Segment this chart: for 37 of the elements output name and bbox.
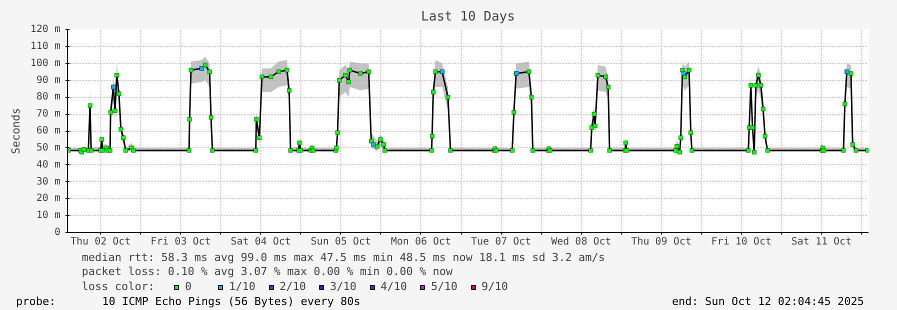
x-tick-label: Sat 04 Oct xyxy=(230,236,291,248)
legend-label: 2/10 xyxy=(280,280,306,293)
y-tick-label: 110 m xyxy=(30,40,61,52)
y-tick-label: 0 xyxy=(54,227,61,238)
x-tick-label: Thu 09 Oct xyxy=(631,236,692,248)
legend-label: 1/10 xyxy=(229,280,256,293)
x-tick-label: Wed 08 Oct xyxy=(551,236,612,248)
legend-label: 4/10 xyxy=(380,280,407,293)
chart-title: Last 10 Days xyxy=(421,10,515,24)
legend-title: loss color: xyxy=(82,280,155,293)
legend-label: 3/10 xyxy=(330,280,356,293)
y-tick-label: 70 m xyxy=(36,108,61,120)
legend-label: 9/10 xyxy=(482,280,508,293)
y-tick-label: 90 m xyxy=(36,74,61,86)
legend-label: 5/10 xyxy=(431,280,458,293)
x-tick-label: Fri 03 Oct xyxy=(150,236,211,248)
y-axis-title: Seconds xyxy=(9,108,22,154)
x-tick-label: Sun 05 Oct xyxy=(310,236,372,248)
y-tick-label: 20 m xyxy=(36,193,61,204)
y-tick-label: 80 m xyxy=(36,92,61,103)
y-tick-label: 10 m xyxy=(36,210,61,222)
x-tick-label: Mon 06 Oct xyxy=(390,236,452,248)
x-tick-label: Fri 10 Oct xyxy=(711,236,772,248)
y-tick-label: 30 m xyxy=(36,176,61,188)
y-tick-label: 50 m xyxy=(36,142,61,154)
text: end: Sun Oct 12 02:04:45 2025 xyxy=(672,294,864,310)
text: packet loss: 0.10 % avg 3.07 % max 0.00 % min 0.00 % now xyxy=(82,265,454,278)
x-tick-label: Tue 07 Oct xyxy=(470,236,532,248)
y-tick-label: 100 m xyxy=(30,58,61,69)
x-tick-label: Thu 02 Oct xyxy=(70,236,131,248)
y-tick-label: 60 m xyxy=(36,126,61,136)
x-tick-label: Sat 11 Oct xyxy=(791,236,852,248)
text: median rtt: 58.3 ms avg 99.0 ms max 47.5 ms min 48.5 ms now 18.1 ms sd 3.2 am/s xyxy=(82,251,605,264)
y-tick-label: 120 m xyxy=(30,24,61,35)
text: probe: 10 ICMP Echo Pings (56 Bytes) every 80s xyxy=(16,294,360,310)
y-tick-label: 40 m xyxy=(36,159,61,170)
legend-label: 0 xyxy=(185,280,193,293)
